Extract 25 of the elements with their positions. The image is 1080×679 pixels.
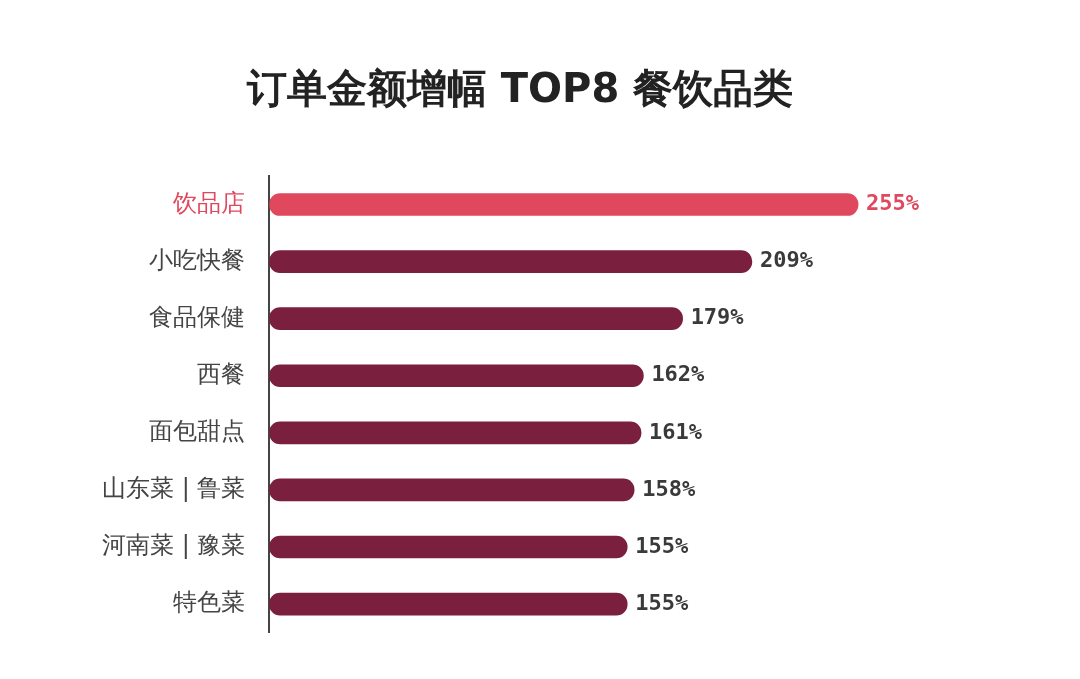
bar [269, 193, 859, 216]
data-label: 255% [866, 190, 920, 216]
data-label: 209% [759, 247, 814, 273]
y-tick-label: 面包甜点 [149, 417, 246, 446]
data-label: 158% [642, 475, 696, 501]
bar [269, 478, 635, 502]
y-tick-label: 山东菜 | 鲁菜 [102, 474, 246, 503]
bar [269, 535, 628, 559]
y-tick-label: 西餐 [197, 360, 246, 388]
y-tick-label: 饮品店 [172, 188, 246, 217]
bar [269, 421, 642, 445]
data-label: 155% [635, 532, 689, 558]
bar [269, 250, 753, 273]
bar [269, 307, 683, 331]
y-tick-label: 小吃快餐 [149, 245, 246, 274]
data-label: 155% [635, 589, 689, 615]
data-label: 179% [690, 304, 745, 330]
chart-title: 订单金额增幅 TOP8 餐饮品类 [245, 65, 794, 112]
y-tick-label: 河南菜 | 豫菜 [102, 531, 246, 560]
data-label: 162% [651, 361, 706, 387]
bar [269, 592, 628, 616]
y-tick-label: 食品保健 [149, 302, 246, 331]
y-tick-label: 特色菜 [173, 588, 246, 617]
bar [269, 364, 644, 388]
data-label: 161% [649, 418, 703, 444]
